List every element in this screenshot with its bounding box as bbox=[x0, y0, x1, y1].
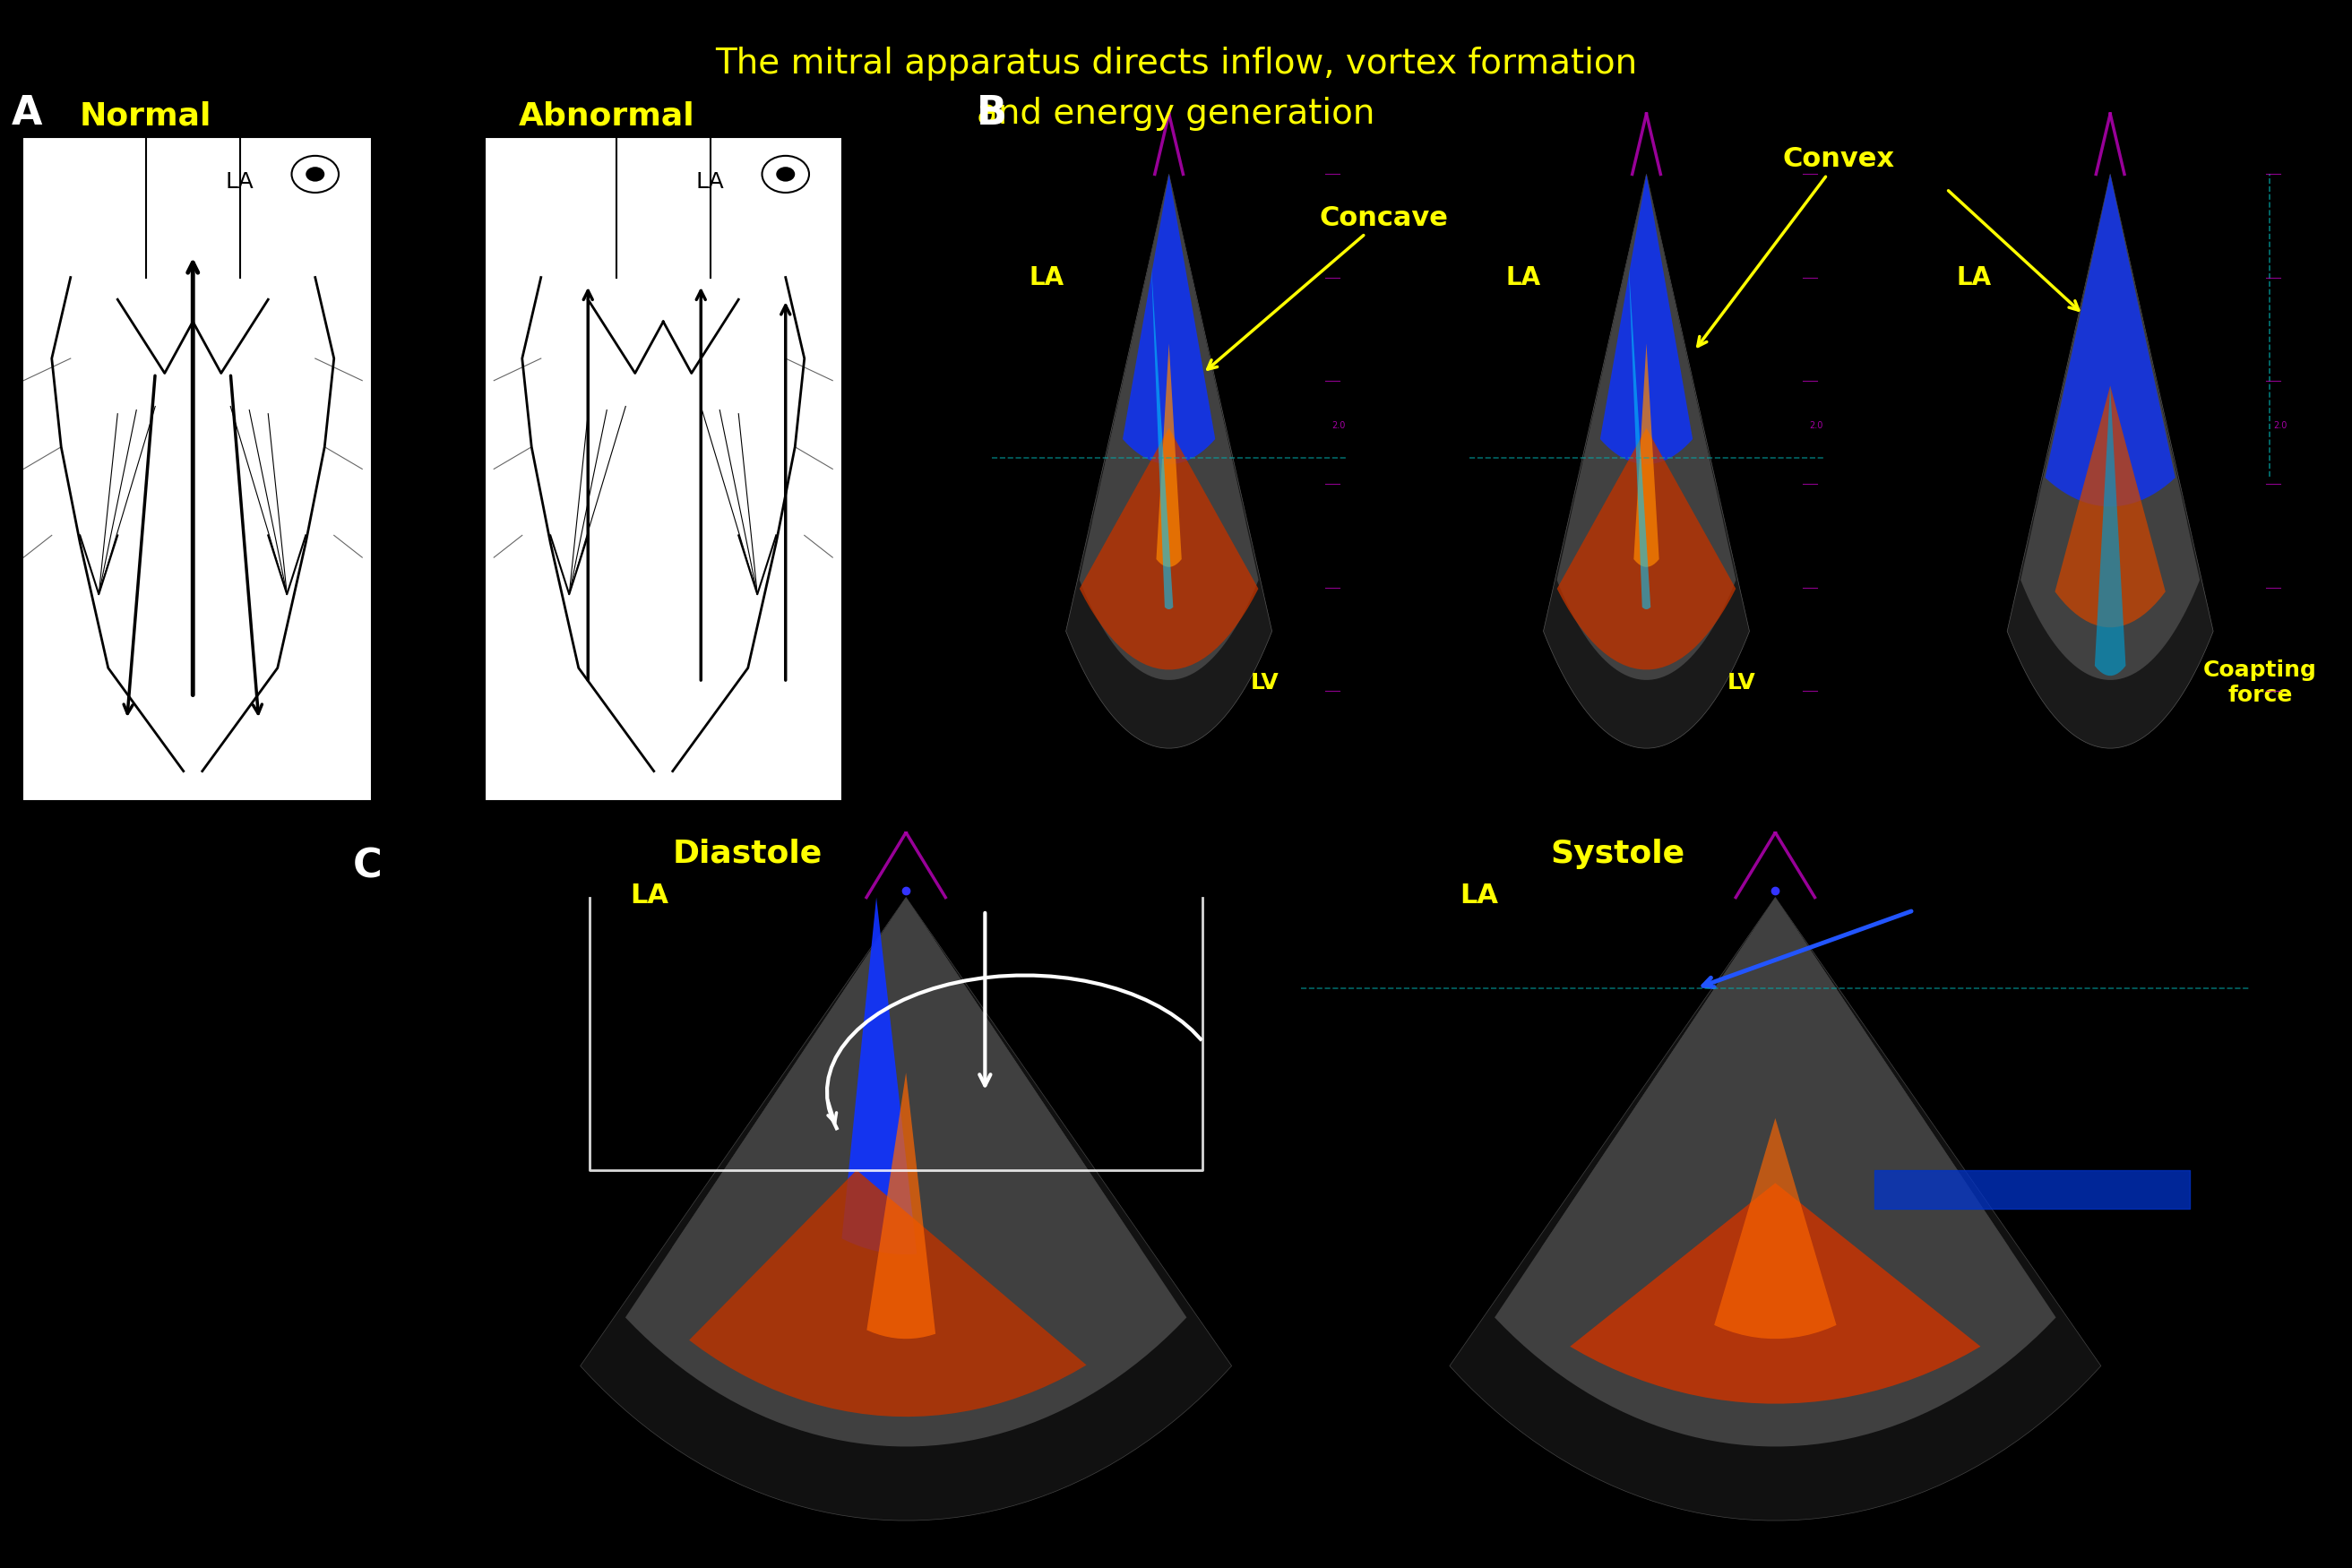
Polygon shape bbox=[2056, 386, 2166, 627]
Polygon shape bbox=[1583, 174, 1710, 535]
Polygon shape bbox=[1557, 174, 1736, 681]
Text: Convex: Convex bbox=[1698, 146, 1896, 347]
Polygon shape bbox=[1117, 174, 1221, 463]
Text: 2.0: 2.0 bbox=[1809, 420, 1823, 430]
Polygon shape bbox=[2020, 174, 2199, 681]
Polygon shape bbox=[1080, 428, 1258, 670]
Polygon shape bbox=[1571, 1182, 1980, 1403]
Polygon shape bbox=[689, 1170, 1087, 1417]
Text: LV: LV bbox=[1729, 673, 1757, 693]
Text: LA: LA bbox=[1028, 265, 1063, 290]
Text: Normal: Normal bbox=[80, 100, 212, 132]
Text: Systole: Systole bbox=[1550, 839, 1684, 869]
FancyBboxPatch shape bbox=[14, 138, 372, 801]
Polygon shape bbox=[858, 897, 953, 989]
Polygon shape bbox=[1543, 174, 1750, 748]
Text: LA: LA bbox=[630, 883, 668, 909]
Polygon shape bbox=[2072, 174, 2150, 390]
Polygon shape bbox=[1065, 174, 1272, 748]
Polygon shape bbox=[1122, 174, 1216, 464]
Text: LV: LV bbox=[1251, 673, 1279, 693]
Circle shape bbox=[306, 166, 325, 182]
Text: 2.0: 2.0 bbox=[1331, 420, 1345, 430]
Polygon shape bbox=[1080, 174, 1258, 681]
Text: LA: LA bbox=[696, 171, 724, 193]
Polygon shape bbox=[1595, 174, 1698, 463]
Text: Abnormal: Abnormal bbox=[520, 100, 694, 132]
Polygon shape bbox=[1635, 897, 1915, 1171]
Polygon shape bbox=[1609, 174, 1684, 390]
Polygon shape bbox=[1541, 897, 2009, 1355]
Polygon shape bbox=[581, 897, 1232, 1521]
Text: LA: LA bbox=[226, 171, 254, 193]
Polygon shape bbox=[1150, 265, 1174, 610]
Text: Diastole: Diastole bbox=[673, 839, 823, 869]
Polygon shape bbox=[1635, 343, 1658, 568]
Text: Coapting
force: Coapting force bbox=[2204, 660, 2317, 706]
Polygon shape bbox=[1449, 897, 2100, 1521]
Circle shape bbox=[776, 166, 795, 182]
Text: LA: LA bbox=[1461, 883, 1498, 909]
Polygon shape bbox=[1557, 428, 1736, 670]
Polygon shape bbox=[2006, 174, 2213, 748]
Text: B: B bbox=[976, 94, 1007, 133]
Text: C: C bbox=[353, 847, 381, 886]
Polygon shape bbox=[1143, 174, 1195, 318]
Text: The mitral apparatus directs inflow, vortex formation: The mitral apparatus directs inflow, vor… bbox=[715, 47, 1637, 82]
Polygon shape bbox=[1494, 897, 2056, 1447]
FancyBboxPatch shape bbox=[485, 138, 842, 801]
Polygon shape bbox=[842, 897, 917, 1254]
Polygon shape bbox=[1599, 174, 1693, 464]
Polygon shape bbox=[2046, 174, 2173, 535]
Polygon shape bbox=[1628, 265, 1651, 610]
Text: 2.0: 2.0 bbox=[2274, 420, 2286, 430]
Polygon shape bbox=[767, 897, 1047, 1171]
Polygon shape bbox=[1569, 174, 1724, 608]
Text: LA: LA bbox=[1505, 265, 1541, 290]
Polygon shape bbox=[1635, 174, 1658, 246]
Polygon shape bbox=[626, 897, 1188, 1447]
Polygon shape bbox=[2046, 174, 2176, 506]
Polygon shape bbox=[1105, 174, 1232, 535]
Text: A: A bbox=[12, 94, 42, 133]
Polygon shape bbox=[2034, 174, 2187, 608]
Polygon shape bbox=[1682, 897, 1870, 1080]
Polygon shape bbox=[1729, 897, 1823, 989]
Polygon shape bbox=[1131, 174, 1207, 390]
Text: and energy generation: and energy generation bbox=[976, 97, 1376, 132]
Polygon shape bbox=[1715, 1118, 1837, 1339]
Polygon shape bbox=[2058, 174, 2161, 463]
Polygon shape bbox=[868, 1073, 936, 1339]
Polygon shape bbox=[1157, 174, 1181, 246]
Polygon shape bbox=[2098, 174, 2124, 246]
Text: Concave: Concave bbox=[1207, 205, 1449, 370]
Polygon shape bbox=[1091, 174, 1247, 608]
Polygon shape bbox=[1157, 343, 1181, 568]
Polygon shape bbox=[720, 897, 1094, 1264]
Text: LA: LA bbox=[1957, 265, 1992, 290]
Polygon shape bbox=[1588, 897, 1962, 1264]
Polygon shape bbox=[2084, 174, 2136, 318]
Polygon shape bbox=[1621, 174, 1672, 318]
Polygon shape bbox=[811, 897, 1000, 1080]
Polygon shape bbox=[673, 897, 1141, 1355]
Polygon shape bbox=[2096, 386, 2126, 676]
